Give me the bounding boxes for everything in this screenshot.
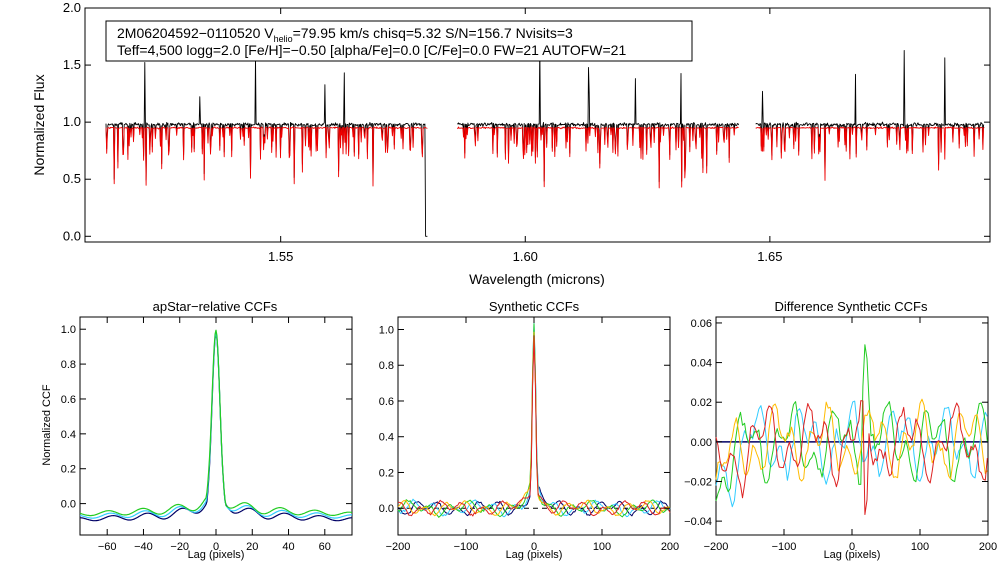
x-tick-label: 0 (531, 541, 537, 553)
apstar-ccf-xlabel: Lag (pixels) (188, 549, 245, 561)
y-tick-label: 0.4 (61, 429, 76, 441)
x-tick-label: 1.60 (513, 249, 538, 264)
difference-ccf-line-4 (715, 398, 988, 482)
model-spectrum-line (105, 126, 428, 187)
difference-ccf-xlabel: Lag (pixels) (824, 549, 881, 561)
x-tick-label: 100 (593, 541, 611, 553)
difference-ccf-series (715, 344, 988, 515)
synthetic-ccf-line-4 (397, 331, 671, 517)
spectrum-ylabel: Normalized Flux (31, 74, 47, 175)
y-tick-label: 1.5 (63, 57, 81, 72)
spectrum-info-box (105, 20, 693, 62)
apstar-ccf-line-1 (79, 333, 353, 522)
x-tick-label: 100 (911, 541, 929, 553)
y-tick-label: 1.0 (63, 114, 81, 129)
x-tick-label: −100 (772, 541, 797, 553)
difference-ccf-line-3 (715, 344, 988, 502)
apstar-ccf-line-2 (79, 332, 352, 519)
y-tick-label: 0.04 (691, 358, 712, 370)
x-tick-label: 0 (849, 541, 855, 553)
x-tick-label: −40 (134, 541, 153, 553)
y-tick-label: 0.2 (61, 464, 76, 476)
x-tick-label: 200 (979, 541, 997, 553)
y-tick-label: −0.02 (684, 476, 712, 488)
x-tick-label: −100 (454, 541, 479, 553)
synthetic-ccf-panel: Synthetic CCFs −200 −100 0 100 200 0.0 0.2 0.4 0… (379, 299, 679, 561)
y-tick-label: 0.6 (379, 396, 394, 408)
y-tick-label: 0.02 (691, 397, 712, 409)
y-tick-label: 1.0 (61, 324, 76, 336)
x-tick-label: −200 (704, 541, 729, 553)
observed-spectrum-line (755, 50, 985, 175)
observed-spectrum-line (457, 43, 740, 183)
y-tick-label: 0.2 (379, 467, 394, 479)
model-spectrum-line (755, 126, 985, 181)
x-tick-label: 1.55 (268, 249, 293, 264)
synthetic-ccf-line-1 (397, 329, 671, 517)
apstar-ccf-ticks: −60 −40 −20 0 20 40 60 0.0 0.2 0.4 0.6 0.8 1.0 (61, 317, 352, 553)
x-tick-label: 1.65 (757, 249, 782, 264)
synthetic-ccf-line-3 (397, 323, 671, 518)
difference-ccf-panel: Difference Synthetic CCFs −200 −100 0 100 20… (684, 299, 997, 561)
y-tick-label: 0.8 (61, 359, 76, 371)
spectrum-xlabel: Wavelength (microns) (469, 271, 605, 287)
y-tick-label: 2.0 (63, 0, 81, 15)
apstar-ccf-line-3 (79, 329, 353, 517)
apstar-ccf-series (79, 329, 353, 522)
y-tick-label: 0.4 (379, 432, 394, 444)
apstar-ccf-frame (79, 316, 353, 536)
synthetic-ccf-xlabel: Lag (pixels) (506, 549, 563, 561)
apstar-ccf-panel: apStar−relative CCFs −60 −40 −20 0 20 40 60 0.0… (41, 299, 353, 561)
x-tick-label: 0 (213, 541, 219, 553)
difference-ccf-title: Difference Synthetic CCFs (775, 299, 928, 314)
y-tick-label: 0.0 (63, 228, 81, 243)
y-tick-label: 0.6 (61, 394, 76, 406)
difference-ccf-ticks: −200 −100 0 100 200 −0.04 −0.02 0.00 0.02 0.04 0.0… (684, 317, 997, 553)
y-tick-label: −0.04 (684, 516, 712, 528)
x-tick-label: 200 (661, 541, 679, 553)
spectrum-panel: 1.55 1.60 1.65 0.0 0.5 1.0 1.5 2.0 Wavelength (… (31, 0, 991, 287)
spectrum-info-line-2: Teff=4,500 logg=2.0 [Fe/H]=−0.50 [alpha/… (117, 42, 626, 58)
spectrum-series (105, 43, 985, 237)
x-tick-label: 40 (282, 541, 294, 553)
spectrum-ticks: 1.55 1.60 1.65 0.0 0.5 1.0 1.5 2.0 (63, 0, 990, 264)
synthetic-ccf-series (397, 321, 671, 518)
synthetic-ccf-ticks: −200 −100 0 100 200 0.0 0.2 0.4 0.6 0.8 1.0 (379, 317, 679, 553)
synthetic-ccf-line-5 (397, 335, 671, 517)
y-tick-label: 0.5 (63, 171, 81, 186)
y-tick-label: 0.0 (61, 499, 76, 511)
y-tick-label: 0.00 (691, 437, 712, 449)
x-tick-label: −60 (98, 541, 117, 553)
difference-ccf-line-5 (715, 400, 988, 515)
y-tick-label: 0.8 (379, 360, 394, 372)
y-tick-label: 1.0 (379, 325, 394, 337)
synthetic-ccf-title: Synthetic CCFs (489, 299, 580, 314)
x-tick-label: 60 (319, 541, 331, 553)
model-spectrum-line (456, 126, 739, 189)
y-tick-label: 0.06 (691, 318, 712, 330)
x-tick-label: 20 (246, 541, 258, 553)
observed-spectrum-line (105, 57, 428, 237)
apstar-ccf-ylabel: Normalized CCF (41, 384, 53, 466)
x-tick-label: −200 (386, 541, 411, 553)
difference-ccf-frame (715, 316, 989, 536)
x-tick-label: −20 (170, 541, 189, 553)
spectrum-plot-frame (84, 7, 991, 243)
y-tick-label: 0.0 (379, 503, 394, 515)
spectrum-info-line-1: 2M06204592−0110520 Vhelio=79.95 km/s chi… (117, 25, 573, 44)
apstar-ccf-title: apStar−relative CCFs (153, 299, 278, 314)
